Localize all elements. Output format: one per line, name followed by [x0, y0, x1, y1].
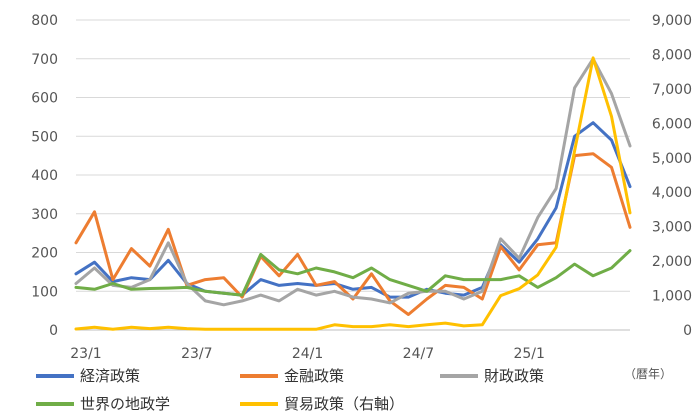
legend-label: 世界の地政学	[80, 395, 170, 413]
right-tick-label: 3,000	[652, 220, 692, 236]
left-tick-label: 400	[31, 168, 58, 184]
left-axis-ticks: 0 100 200 300 400 500 600 700 800	[31, 13, 58, 339]
right-tick-label: 5,000	[652, 151, 692, 167]
left-tick-label: 600	[31, 91, 58, 107]
left-tick-label: 0	[49, 323, 58, 339]
x-tick-label: 23/7	[181, 346, 212, 362]
x-tick-label: 23/1	[70, 346, 101, 362]
right-tick-label: 2,000	[652, 254, 692, 270]
left-tick-label: 100	[31, 284, 58, 300]
right-tick-label: 8,000	[652, 47, 692, 63]
series-line	[74, 121, 632, 299]
right-tick-label: 7,000	[652, 82, 692, 98]
series-line	[74, 249, 632, 297]
right-tick-label: 9,000	[652, 13, 692, 29]
right-tick-label: 6,000	[652, 116, 692, 132]
series-line	[74, 152, 632, 316]
x-tick-label: 24/1	[292, 346, 323, 362]
left-tick-label: 200	[31, 246, 58, 262]
legend-label: 貿易政策（右軸）	[284, 395, 404, 413]
right-tick-label: 1,000	[652, 289, 692, 305]
right-tick-label: 0	[683, 323, 692, 339]
gridlines	[76, 19, 630, 292]
right-axis-ticks: 0 1,000 2,000 3,000 4,000 5,000 6,000 7,000 8,00…	[652, 13, 692, 339]
legend-label: 金融政策	[284, 367, 344, 385]
series-line	[74, 57, 632, 307]
series-line	[74, 56, 632, 331]
x-axis-ticks: 23/1 23/7 24/1 24/7 25/1	[70, 346, 545, 362]
left-tick-label: 700	[31, 52, 58, 68]
x-tick-label: 24/7	[403, 346, 434, 362]
left-tick-label: 800	[31, 13, 58, 29]
legend-label: 財政政策	[484, 367, 544, 385]
x-axis-unit-label: （暦年）	[624, 367, 672, 381]
x-tick-label: 25/1	[513, 346, 544, 362]
series-lines	[74, 56, 632, 331]
left-tick-label: 300	[31, 207, 58, 223]
left-tick-label: 500	[31, 129, 58, 145]
right-tick-label: 4,000	[652, 185, 692, 201]
legend-label: 経済政策	[80, 367, 140, 385]
